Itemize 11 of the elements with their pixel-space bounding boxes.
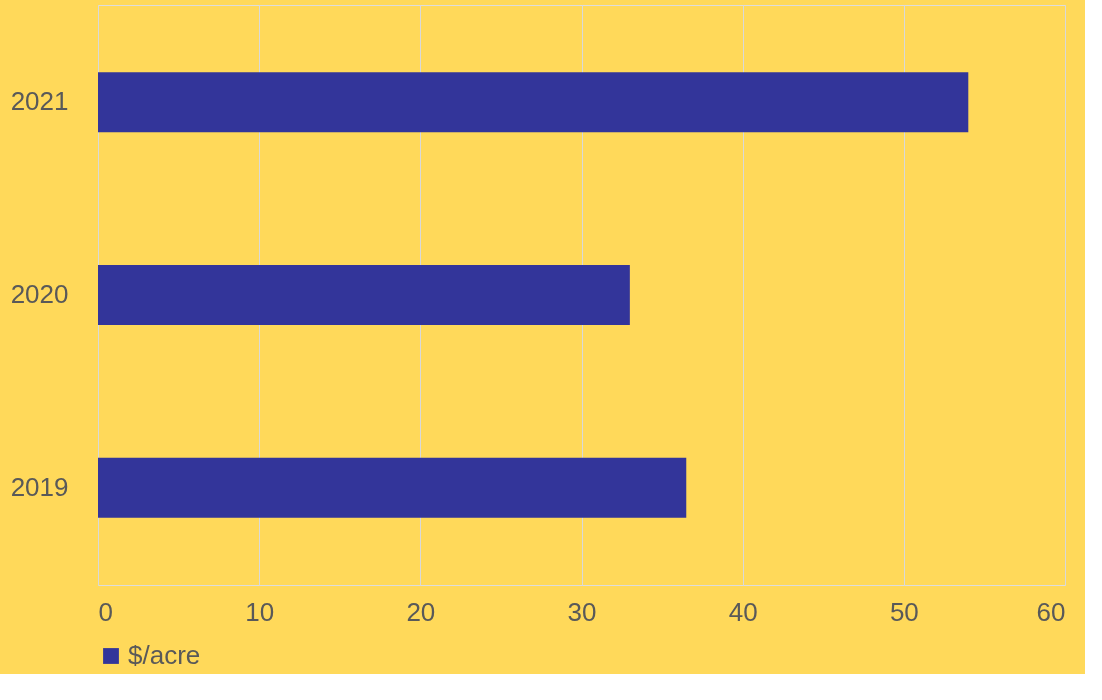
x-tick-label: 0 [98,596,113,627]
x-tick-label: 40 [728,596,758,627]
legend-label: $/acre [128,640,201,670]
y-tick-label: 2019 [10,471,69,502]
y-tick-label: 2021 [10,86,69,117]
x-tick-label: 10 [245,596,275,627]
x-tick-label: 50 [889,596,919,627]
x-tick-label: 20 [406,596,436,627]
x-tick-label: 30 [567,596,597,627]
x-tick-label: 60 [1036,596,1066,627]
y-tick-label: 2020 [10,279,69,309]
